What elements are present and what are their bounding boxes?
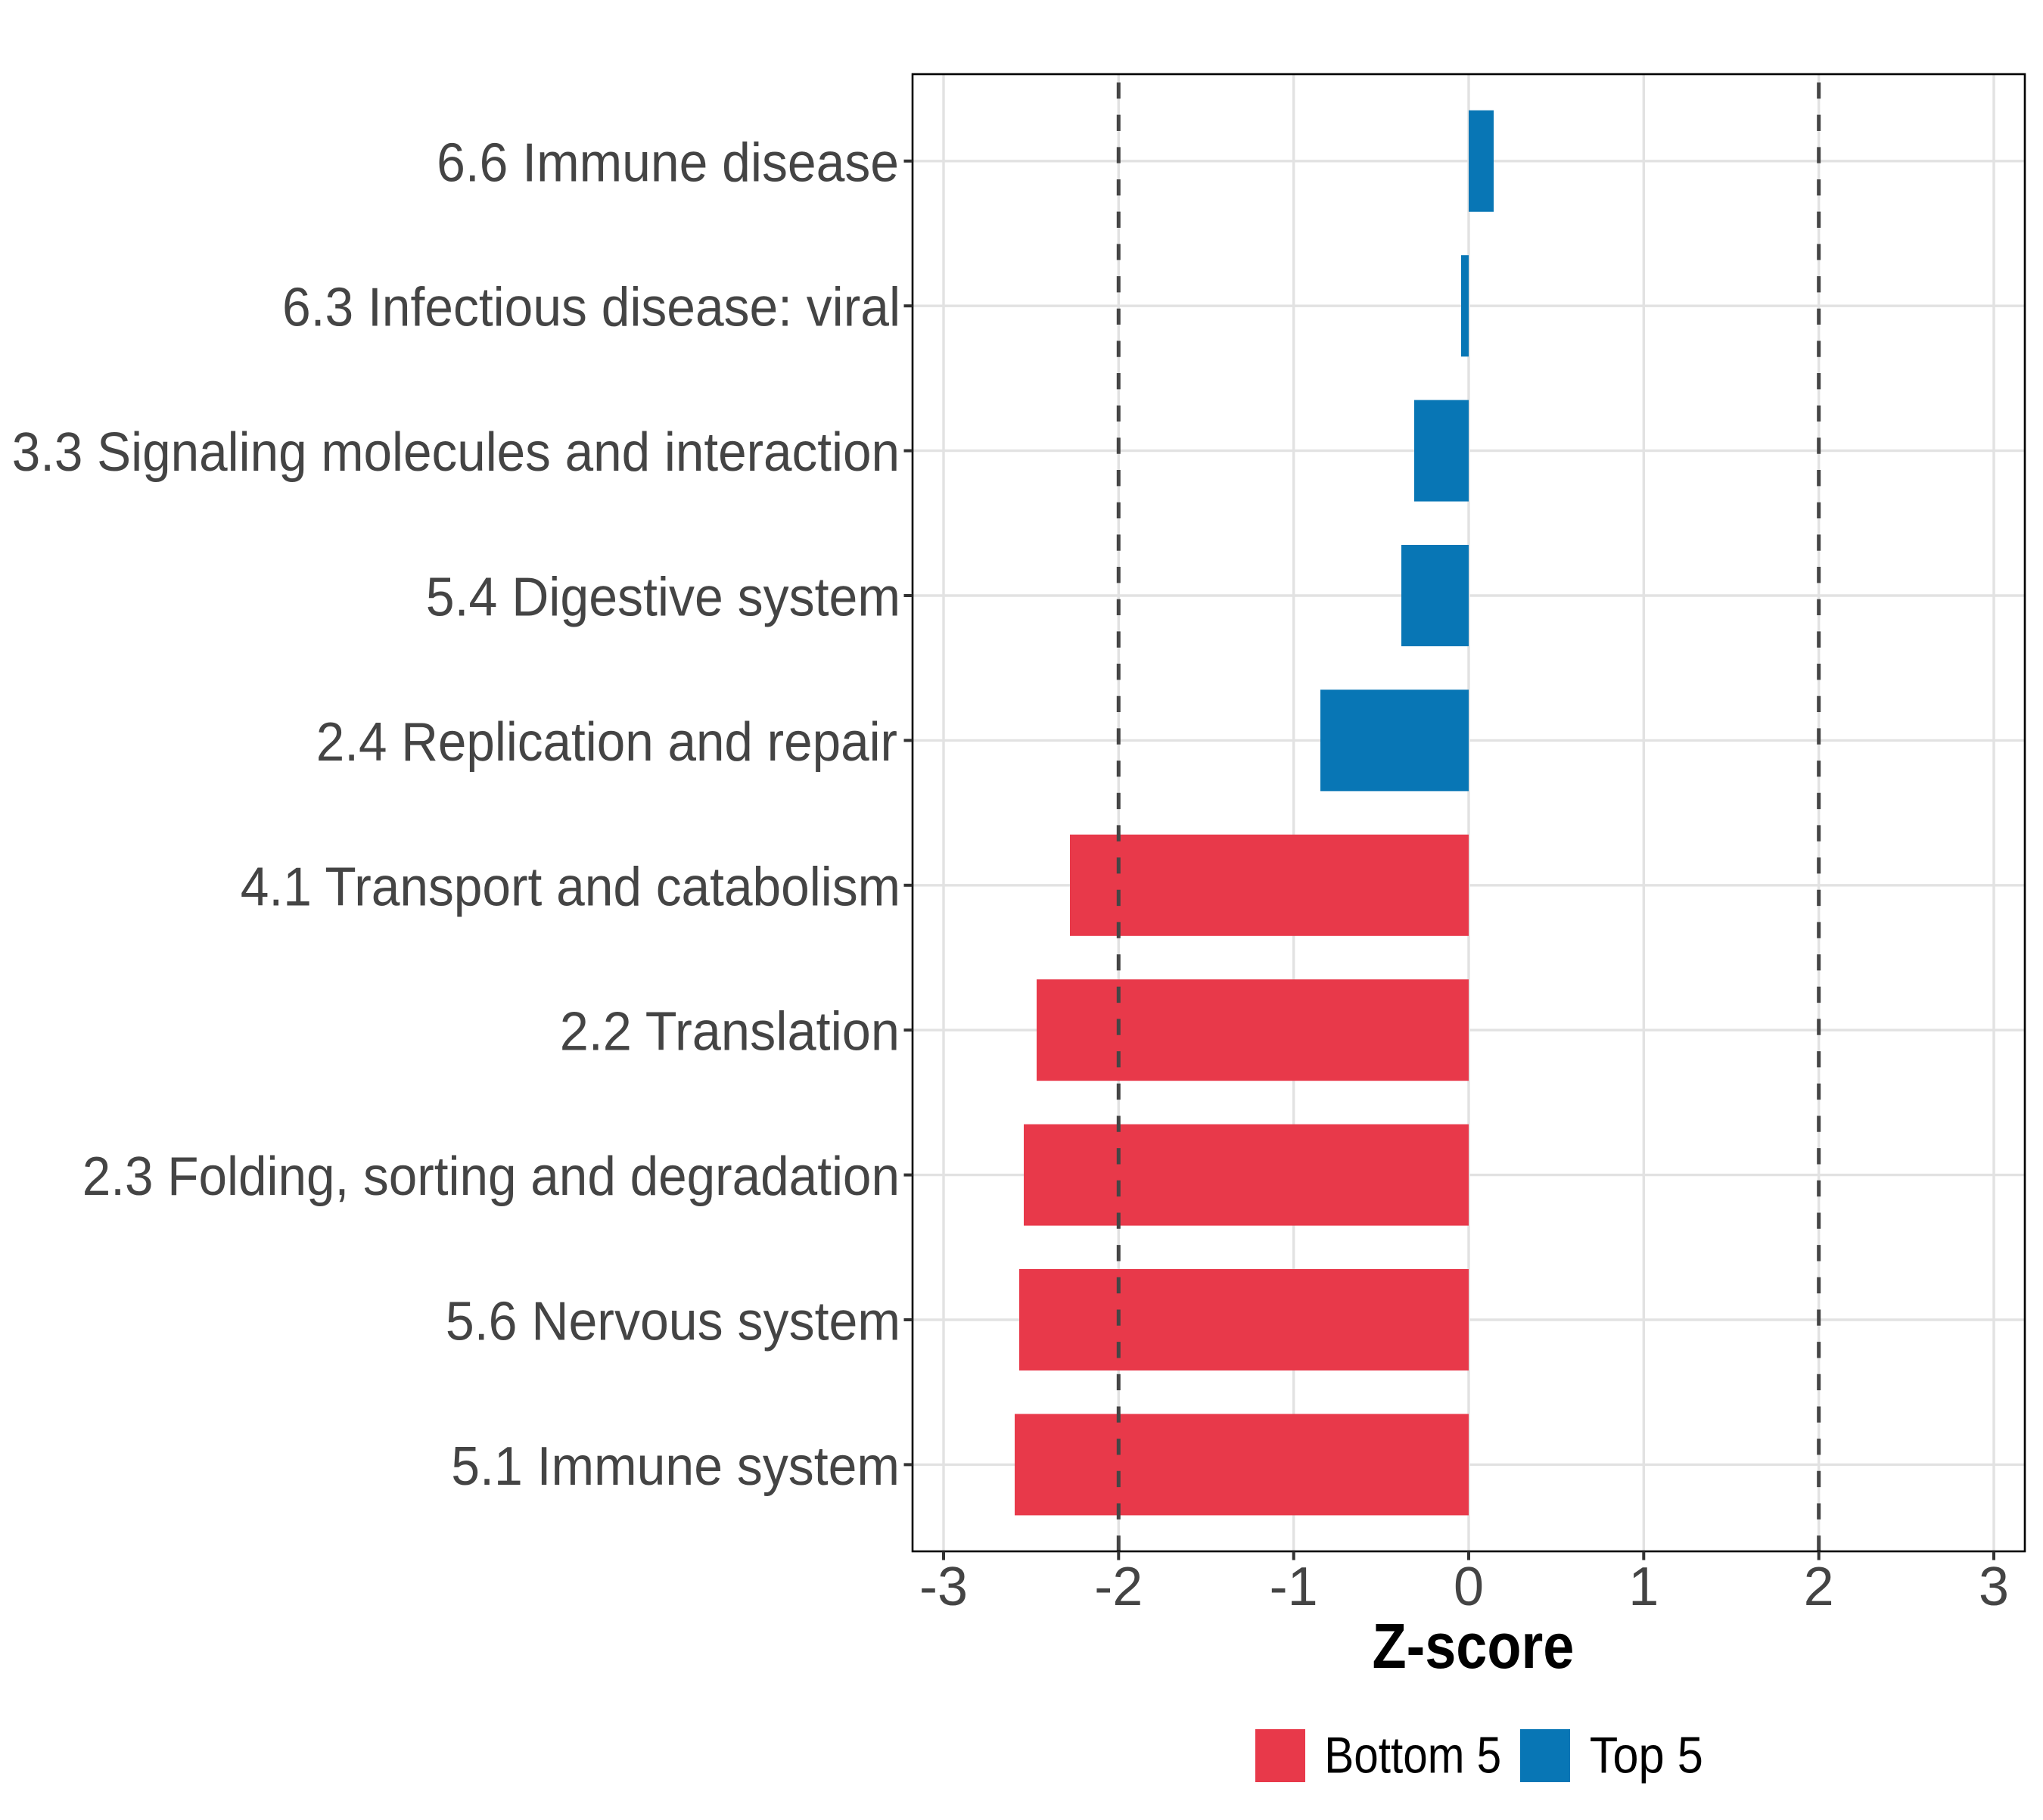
- svg-text:6.6 Immune disease: 6.6 Immune disease: [437, 132, 899, 193]
- svg-text:3: 3: [1979, 1557, 2009, 1617]
- svg-text:3.3 Signaling molecules and in: 3.3 Signaling molecules and interaction: [12, 422, 900, 483]
- svg-text:Z-score: Z-score: [1373, 1610, 1575, 1682]
- svg-text:5.6 Nervous system: 5.6 Nervous system: [446, 1292, 900, 1352]
- svg-text:-1: -1: [1270, 1557, 1318, 1617]
- svg-text:2.2 Translation: 2.2 Translation: [560, 1002, 900, 1062]
- svg-text:-2: -2: [1094, 1557, 1143, 1617]
- svg-text:-3: -3: [919, 1557, 968, 1617]
- svg-text:4.1 Transport and catabolism: 4.1 Transport and catabolism: [241, 857, 900, 917]
- svg-text:1: 1: [1628, 1557, 1659, 1617]
- svg-text:6.3 Infectious disease: viral: 6.3 Infectious disease: viral: [282, 278, 900, 338]
- svg-text:Bottom 5: Bottom 5: [1324, 1727, 1501, 1784]
- svg-text:0: 0: [1454, 1557, 1484, 1617]
- svg-text:5.4 Digestive system: 5.4 Digestive system: [426, 568, 900, 628]
- svg-text:5.1 Immune system: 5.1 Immune system: [451, 1436, 900, 1497]
- svg-text:2: 2: [1804, 1557, 1834, 1617]
- svg-text:2.3 Folding, sorting and degra: 2.3 Folding, sorting and degradation: [82, 1146, 900, 1207]
- svg-text:2.4 Replication and repair: 2.4 Replication and repair: [316, 712, 897, 773]
- svg-text:Top 5: Top 5: [1590, 1727, 1703, 1784]
